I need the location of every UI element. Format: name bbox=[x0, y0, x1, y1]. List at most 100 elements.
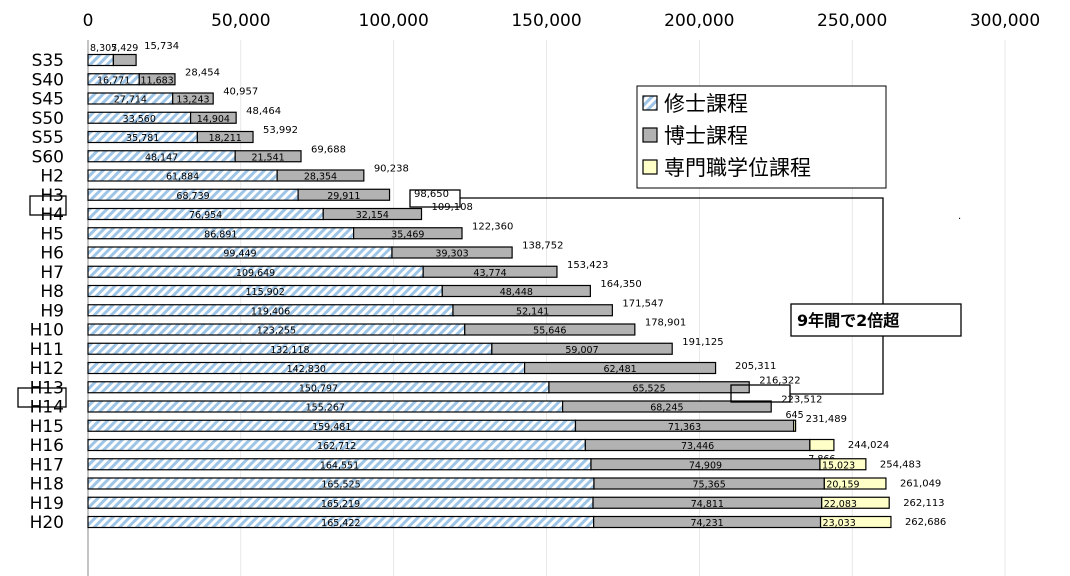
label-doctoral: 74,231 bbox=[690, 518, 723, 529]
total-label: 216,322 bbox=[759, 375, 800, 386]
label-doctoral: 62,481 bbox=[603, 364, 636, 375]
x-tick-label: 50,000 bbox=[211, 11, 270, 31]
label-masters: 162,712 bbox=[317, 441, 356, 452]
label-masters: 35,781 bbox=[126, 133, 159, 144]
label-masters: 150,797 bbox=[299, 383, 338, 394]
label-doctoral: 35,469 bbox=[391, 229, 424, 240]
legend-swatch-professional bbox=[642, 159, 658, 175]
total-label: 153,423 bbox=[567, 260, 608, 271]
total-label: 15,734 bbox=[144, 41, 179, 52]
x-tick-label: 300,000 bbox=[970, 11, 1040, 31]
total-label: 191,125 bbox=[682, 337, 723, 348]
category-label: H19 bbox=[30, 494, 64, 514]
category-label: H17 bbox=[30, 455, 64, 475]
label-doctoral: 7,429 bbox=[111, 43, 138, 54]
label-doctoral: 74,811 bbox=[691, 499, 724, 510]
bar-doctoral bbox=[234, 150, 302, 163]
label-doctoral: 21,541 bbox=[251, 152, 284, 163]
bar-doctoral bbox=[297, 188, 391, 201]
total-label: 262,113 bbox=[903, 498, 944, 509]
bar-doctoral bbox=[276, 169, 365, 182]
category-label: H15 bbox=[30, 417, 64, 437]
bracket-line bbox=[460, 197, 884, 395]
category-label: S55 bbox=[32, 128, 64, 148]
bar-doctoral bbox=[352, 227, 463, 240]
label-professional: 23,033 bbox=[823, 518, 856, 529]
label-masters: 16,771 bbox=[97, 75, 130, 86]
label-masters: 115,902 bbox=[245, 287, 284, 298]
label-masters: 142,830 bbox=[287, 364, 326, 375]
category-label: S45 bbox=[32, 90, 64, 110]
label-doctoral: 11,683 bbox=[140, 75, 173, 86]
label-masters: 155,267 bbox=[306, 403, 345, 414]
label-doctoral: 39,303 bbox=[435, 249, 468, 260]
label-doctoral: 14,904 bbox=[197, 114, 230, 125]
category-label: H20 bbox=[30, 513, 64, 533]
category-label: H8 bbox=[40, 282, 64, 302]
total-label: 53,992 bbox=[263, 125, 298, 136]
label-doctoral: 55,646 bbox=[533, 326, 566, 337]
label-masters: 33,560 bbox=[123, 114, 156, 125]
bar-doctoral bbox=[189, 111, 237, 124]
legend-label-professional: 専門職学位課程 bbox=[664, 156, 811, 180]
label-doctoral: 29,911 bbox=[327, 191, 360, 202]
bar-doctoral bbox=[422, 265, 558, 278]
category-label: H10 bbox=[30, 321, 64, 341]
bar-doctoral bbox=[196, 130, 254, 144]
total-label: 178,901 bbox=[645, 318, 686, 329]
total-label: 28,454 bbox=[185, 67, 220, 78]
bar-doctoral bbox=[561, 400, 772, 413]
category-label: H5 bbox=[40, 224, 64, 244]
category-label: S50 bbox=[32, 109, 64, 129]
annotation-box bbox=[790, 303, 962, 337]
label-masters: 132,118 bbox=[270, 345, 309, 356]
x-tick-label: 0 bbox=[83, 11, 94, 31]
legend-label-doctoral: 博士課程 bbox=[664, 124, 748, 148]
category-label: H9 bbox=[40, 301, 64, 321]
total-label: 254,483 bbox=[880, 459, 921, 470]
label-doctoral: 59,007 bbox=[565, 345, 598, 356]
bar-doctoral bbox=[322, 207, 423, 221]
label-masters: 61,884 bbox=[166, 172, 199, 183]
total-label: 261,049 bbox=[900, 479, 941, 490]
total-label: 244,024 bbox=[848, 440, 889, 451]
category-labels: S35S40S45S50S55S60H2H3H4H5H6H7H8H9H10H11… bbox=[30, 51, 64, 533]
x-axis: 0 50,000 100,000 150,000 200,000 250,000 300,0… bbox=[83, 11, 1041, 31]
label-doctoral: 48,448 bbox=[500, 287, 533, 298]
total-label: 171,547 bbox=[622, 298, 663, 309]
x-tick-label: 250,000 bbox=[817, 11, 887, 31]
label-masters: 109,649 bbox=[236, 268, 275, 279]
total-label: 122,360 bbox=[472, 221, 513, 232]
total-label: 138,752 bbox=[522, 241, 563, 252]
legend-box bbox=[636, 85, 887, 189]
h12-highlight-box bbox=[17, 387, 67, 408]
label-masters: 123,255 bbox=[257, 326, 296, 337]
h3-highlight-box bbox=[29, 195, 67, 216]
total-label: 90,238 bbox=[374, 164, 409, 175]
x-tick-label: 200,000 bbox=[664, 11, 734, 31]
label-masters: 159,481 bbox=[312, 422, 351, 433]
bar-doctoral bbox=[391, 246, 513, 259]
x-tick-label: 100,000 bbox=[359, 11, 429, 31]
label-doctoral: 74,909 bbox=[689, 460, 722, 471]
total-label: 262,686 bbox=[905, 517, 946, 528]
label-professional: 15,023 bbox=[822, 460, 855, 471]
bar-doctoral bbox=[464, 323, 636, 336]
bar-doctoral bbox=[491, 342, 673, 355]
bar-doctoral bbox=[172, 92, 214, 105]
bar-doctoral bbox=[523, 361, 717, 375]
label-doctoral: 75,365 bbox=[693, 480, 726, 491]
label-doctoral: 18,211 bbox=[209, 133, 242, 144]
stray-dot: · bbox=[958, 214, 961, 225]
legend-swatch-masters bbox=[642, 95, 658, 111]
bar-doctoral bbox=[112, 53, 137, 67]
total-label: 98,650 bbox=[414, 189, 449, 200]
label-professional: 22,083 bbox=[824, 499, 857, 510]
bar-doctoral bbox=[138, 73, 176, 86]
label-doctoral: 13,243 bbox=[176, 95, 209, 106]
label-doctoral: 52,141 bbox=[516, 306, 549, 317]
total-label: 231,489 bbox=[806, 414, 847, 425]
label-masters: 68,739 bbox=[176, 191, 209, 202]
legend-swatch-doctoral bbox=[642, 127, 658, 143]
bar-masters bbox=[87, 53, 114, 67]
